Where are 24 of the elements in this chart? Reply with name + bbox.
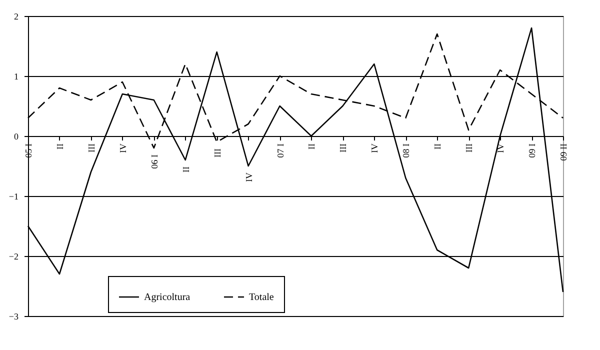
x-tick-label: III	[212, 148, 222, 158]
x-tick-label: IV	[370, 143, 380, 153]
y-tick-label: 1	[14, 72, 18, 82]
legend-label: Totale	[249, 292, 274, 303]
y-tick-label: 0	[14, 132, 19, 142]
x-tick-label: III	[86, 144, 96, 152]
y-tick-label: −1	[8, 192, 18, 202]
x-tick-label: II	[306, 144, 317, 150]
x-tick-label: 09 I	[527, 144, 538, 158]
y-tick-label: −2	[8, 252, 18, 262]
x-tick-label: IV	[244, 172, 254, 182]
legend-label: Agricoltura	[144, 292, 191, 303]
x-tick-label: II	[432, 144, 443, 150]
x-tick-label: III	[464, 144, 474, 152]
y-tick-label: 2	[14, 12, 18, 22]
x-tick-label: II	[180, 166, 191, 172]
x-tick-label: IV	[118, 143, 128, 153]
y-tick-label: −3	[8, 312, 19, 322]
x-tick-label: III	[338, 144, 348, 152]
x-tick-label: 07 I	[275, 144, 286, 158]
x-tick-label: 09 II	[558, 144, 568, 161]
x-tick-label: 06 I	[149, 154, 160, 169]
x-tick-label: II	[54, 144, 65, 150]
x-tick-label: 08 I	[401, 144, 412, 158]
